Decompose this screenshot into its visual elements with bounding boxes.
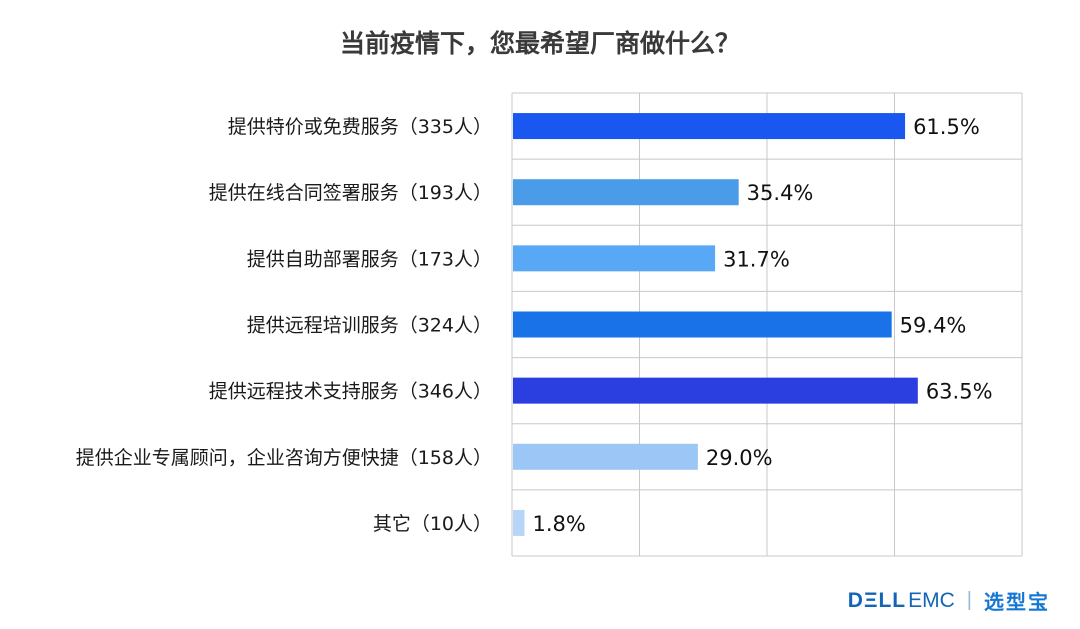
chart-title: 当前疫情下，您最希望厂商做什么？ <box>339 29 740 58</box>
category-label: 提供远程培训服务（324人） <box>247 315 492 337</box>
dell-logo: DΞLL <box>847 588 907 612</box>
data-label: 31.7% <box>723 247 790 271</box>
bar <box>513 443 698 470</box>
category-label: 其它（10人） <box>373 513 492 535</box>
data-label: 35.4% <box>747 181 814 205</box>
bar <box>513 311 892 338</box>
xuanxingbao-logo: 选型宝 <box>984 592 1050 614</box>
category-label: 提供在线合同签署服务（193人） <box>209 182 492 204</box>
category-label: 提供特价或免费服务（335人） <box>228 116 492 138</box>
brand-separator: | <box>966 589 972 611</box>
category-label: 提供自助部署服务（173人） <box>247 248 492 270</box>
data-label: 1.8% <box>532 512 585 536</box>
data-label: 59.4% <box>900 314 967 338</box>
data-label: 29.0% <box>706 446 773 470</box>
category-label: 提供企业专属顾问，企业咨询方便快捷（158人） <box>76 447 492 469</box>
category-label: 提供远程技术支持服务（346人） <box>209 381 492 403</box>
data-label: 63.5% <box>926 380 993 404</box>
bar <box>513 509 525 536</box>
bar <box>513 179 739 206</box>
footer-branding: DΞLL EMC | 选型宝 <box>848 586 1050 615</box>
bar <box>513 377 918 404</box>
bar <box>513 245 716 272</box>
emc-logo: EMC <box>908 588 955 612</box>
bar <box>513 113 906 140</box>
data-label: 61.5% <box>913 115 980 139</box>
